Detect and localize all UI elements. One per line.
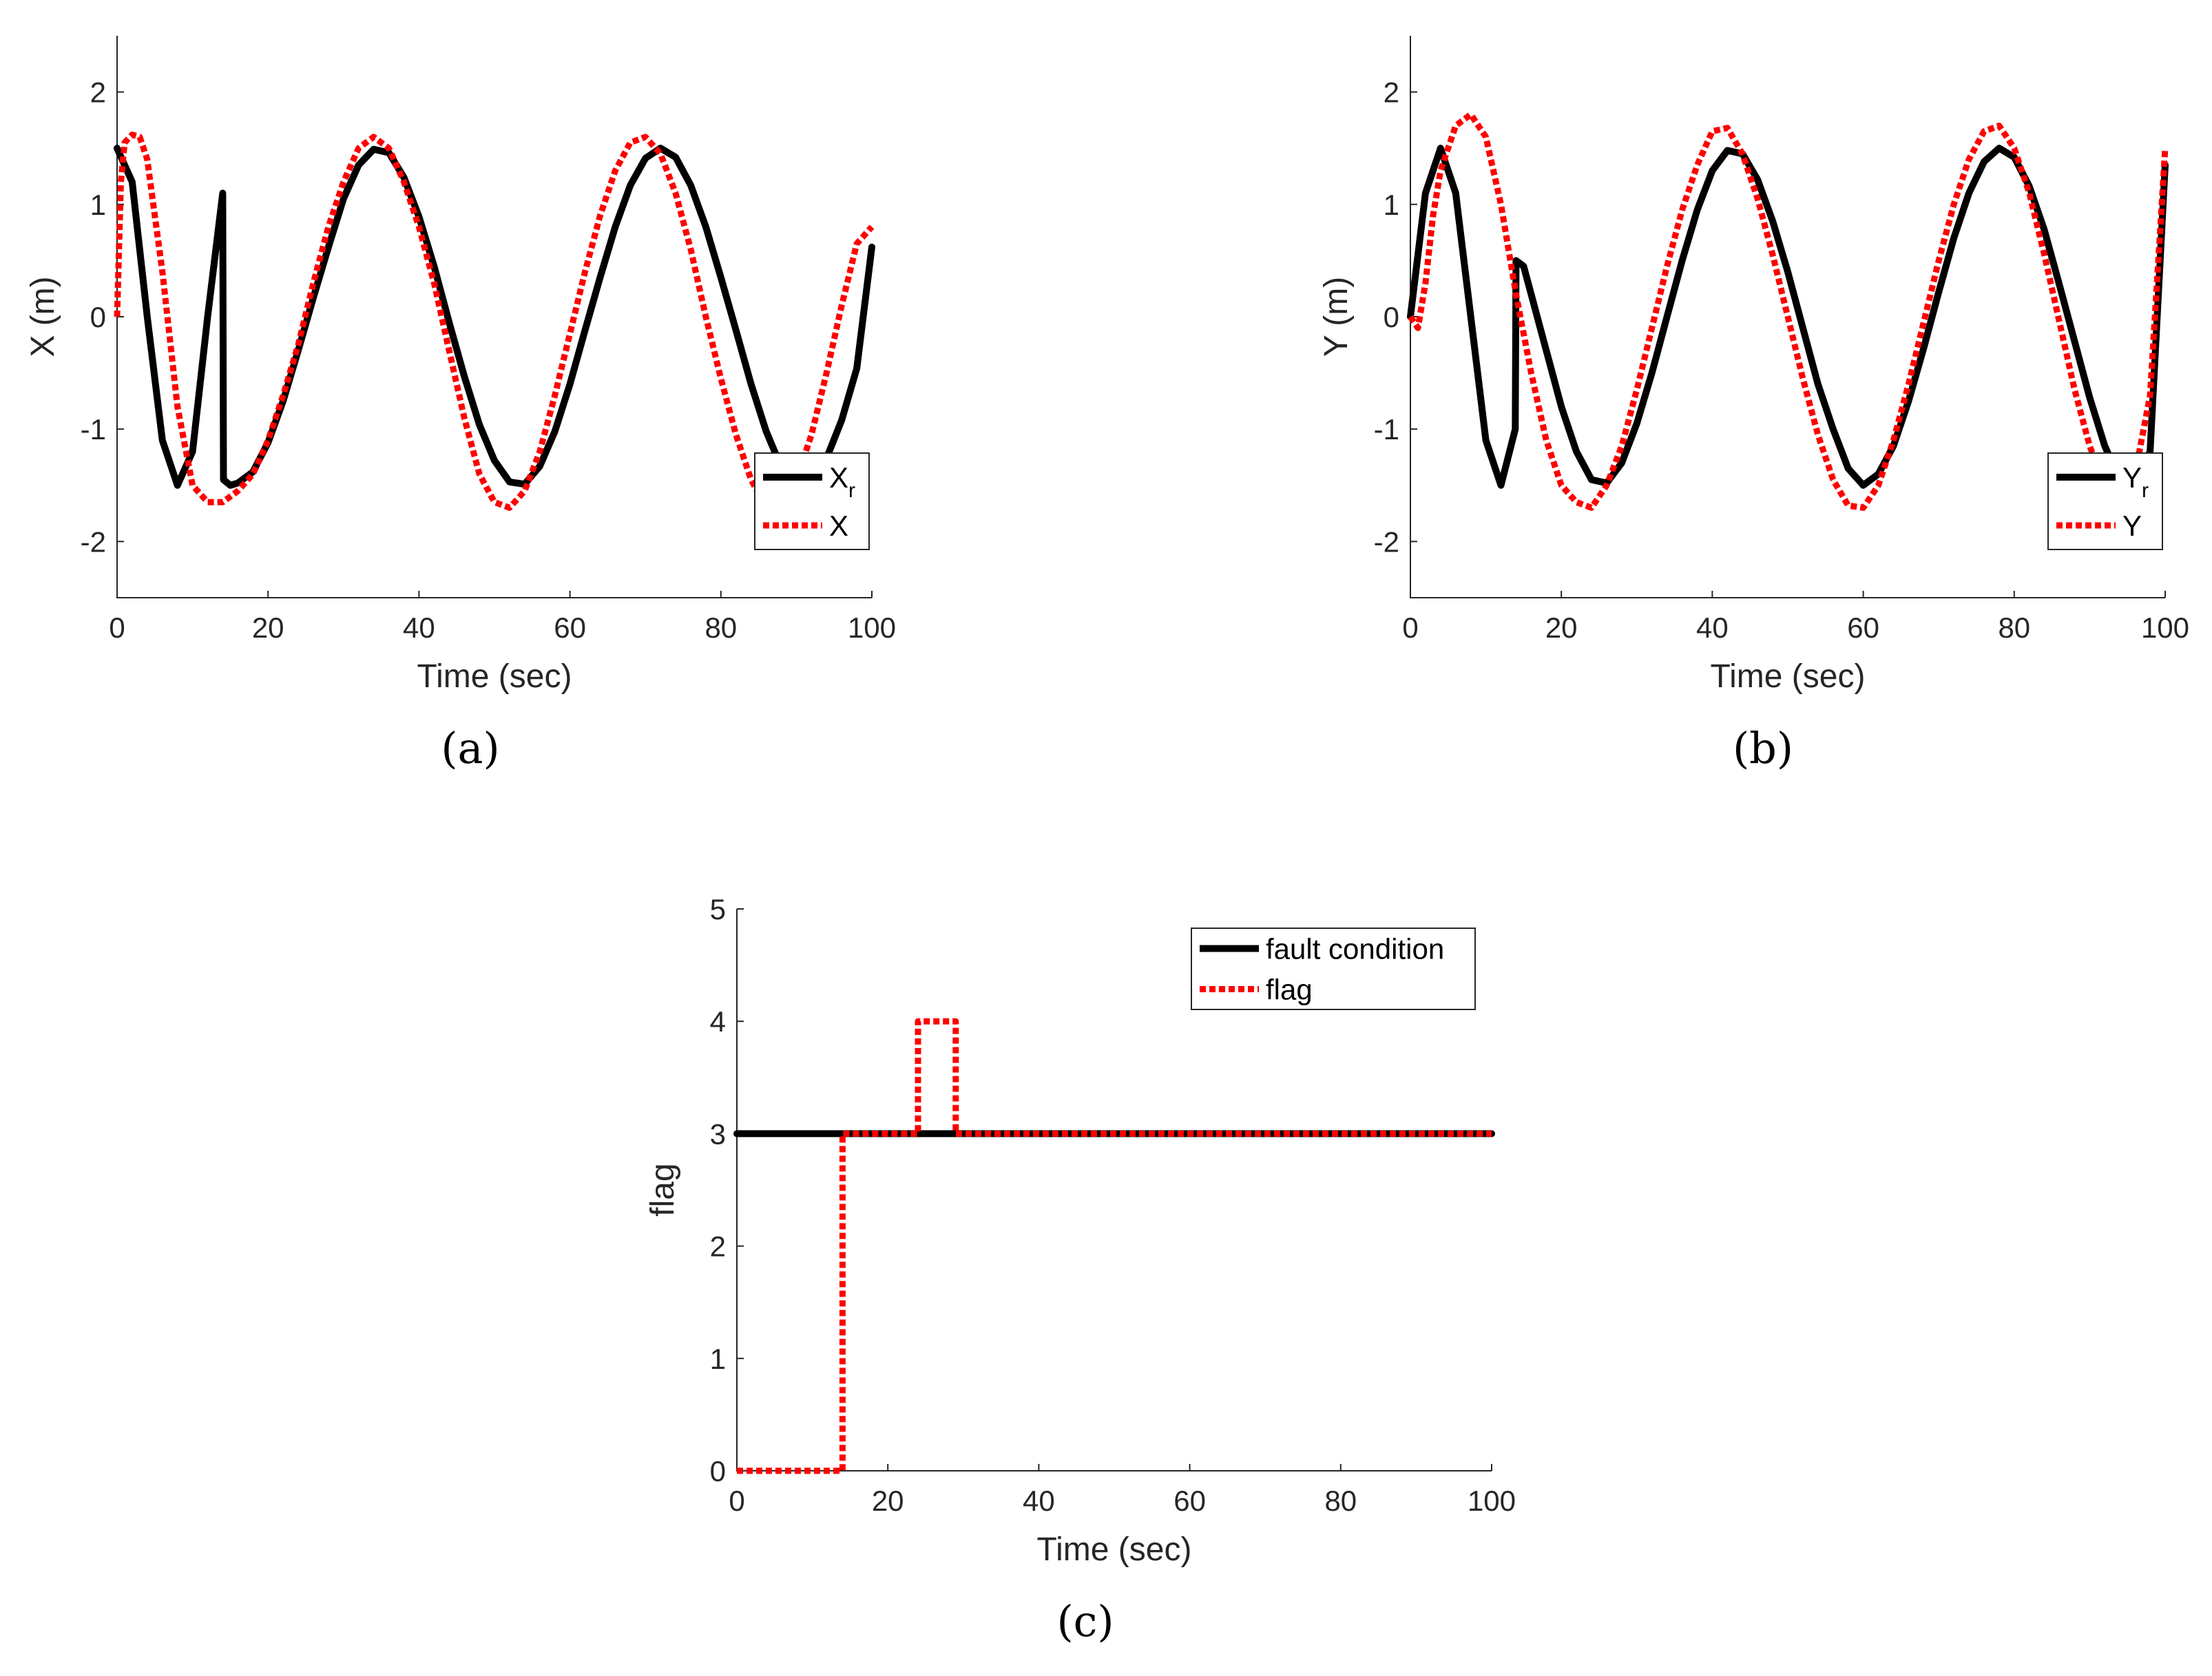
chart-1-xtick-label: 20 <box>252 611 284 644</box>
chart-2-legend-subscript: r <box>2142 479 2149 502</box>
chart-3-ytick-label: 2 <box>710 1230 726 1263</box>
chart-2-xtick-label: 40 <box>1696 611 1729 644</box>
chart-3-legend-box <box>1191 928 1476 1010</box>
chart-1-ytick-label: -2 <box>81 525 106 558</box>
chart-1-series-1-line <box>114 145 875 489</box>
chart-1-ytick-label: 2 <box>90 76 106 109</box>
chart-1-xlabel: Time (sec) <box>417 658 572 695</box>
chart-2-legend-label-2: Y <box>2122 510 2142 542</box>
chart-1-legend-main: X <box>829 461 848 494</box>
chart-1-series-2-line <box>114 132 875 511</box>
chart-1-xtick-label: 80 <box>705 611 737 644</box>
chart-2-xtick-label: 100 <box>2141 611 2189 644</box>
chart-2-legend-main: Y <box>2122 461 2142 494</box>
chart-3-ylabel: flag <box>645 1163 681 1216</box>
chart-2-ylabel: Y (m) <box>1318 277 1355 357</box>
chart-1-legend-label-2: X <box>829 510 848 542</box>
chart-3-ytick-label: 0 <box>710 1455 726 1487</box>
chart-2-ytick-label: 2 <box>1384 76 1399 109</box>
chart-1-legend-subscript: r <box>848 479 855 502</box>
chart-1-ytick-label: -1 <box>81 413 106 446</box>
chart-2-ytick-label: 0 <box>1384 301 1399 333</box>
chart-3-ytick-label: 3 <box>710 1118 726 1150</box>
chart-1-legend-main: X <box>829 510 848 542</box>
chart-3-xtick-label: 80 <box>1324 1485 1357 1517</box>
chart-2-legend-box <box>2047 452 2163 550</box>
chart-3-ytick-label: 1 <box>710 1343 726 1375</box>
chart-1-caption: (a) <box>441 723 499 773</box>
chart-2-ytick-label: -2 <box>1374 525 1399 558</box>
chart-3-legend: fault condition flag <box>1191 928 1476 1010</box>
chart-1-xtick-label: 100 <box>848 611 896 644</box>
chart-1-xtick-label: 0 <box>109 611 125 644</box>
chart-1-legend-box <box>754 452 870 550</box>
chart-2-ytick-label: -1 <box>1374 413 1399 446</box>
chart-3-xtick-label: 0 <box>729 1485 744 1517</box>
chart-2-legend-label-1: Yr <box>2122 461 2149 502</box>
chart-1-ytick-label: 0 <box>90 301 106 333</box>
chart-3-xtick-label: 20 <box>872 1485 904 1517</box>
chart-3-xtick-label: 40 <box>1023 1485 1055 1517</box>
chart-2-series-1-line <box>1407 145 2169 489</box>
chart-2-ytick-label: 1 <box>1384 189 1399 221</box>
chart-2-series-2-line <box>1408 111 2169 511</box>
chart-3-xtick-label: 60 <box>1173 1485 1206 1517</box>
chart-1-ytick-label: 1 <box>90 189 106 221</box>
chart-2-legend-main: Y <box>2122 510 2142 542</box>
chart-1-xtick-label: 40 <box>403 611 435 644</box>
chart-3-xtick-label: 100 <box>1468 1485 1516 1517</box>
chart-3-ytick-label: 4 <box>710 1005 726 1038</box>
chart-3-legend-main: flag <box>1266 974 1313 1006</box>
chart-2-xtick-label: 60 <box>1847 611 1879 644</box>
chart-2-xtick-label: 0 <box>1402 611 1418 644</box>
chart-3-xlabel: Time (sec) <box>1037 1531 1192 1568</box>
chart-2-xtick-label: 80 <box>1998 611 2030 644</box>
chart-3-caption: (c) <box>1056 1596 1114 1646</box>
chart-2-caption: (b) <box>1733 723 1793 773</box>
chart-2-xlabel: Time (sec) <box>1711 658 1866 695</box>
chart-3-legend-label-1: fault condition <box>1266 933 1444 965</box>
chart-3-ytick-label: 5 <box>710 893 726 925</box>
chart-2-xtick-label: 20 <box>1545 611 1578 644</box>
chart-1-legend-label-1: Xr <box>829 461 855 502</box>
chart-1-xtick-label: 60 <box>554 611 586 644</box>
chart-2-legend: YrY <box>2047 452 2163 550</box>
chart-3-legend-main: fault condition <box>1266 933 1444 965</box>
chart-3-legend-label-2: flag <box>1266 974 1313 1006</box>
chart-1-ylabel: X (m) <box>25 276 61 357</box>
chart-1-legend: XrX <box>754 452 870 550</box>
chart-3-series-2-line <box>737 1018 1492 1474</box>
